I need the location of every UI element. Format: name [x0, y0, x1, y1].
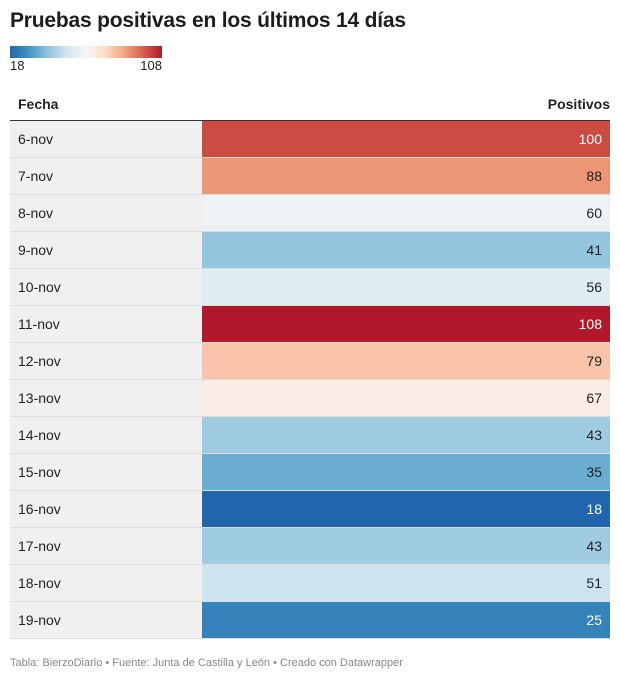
table-row: 16-nov 18	[10, 491, 610, 528]
source-footer: Tabla: BierzoDiario • Fuente: Junta de C…	[10, 657, 403, 669]
positivos-cell: 108	[202, 306, 610, 342]
date-cell: 19-nov	[10, 602, 202, 638]
date-cell: 15-nov	[10, 454, 202, 490]
positivos-cell: 18	[202, 491, 610, 527]
positivos-cell: 100	[202, 121, 610, 157]
date-cell: 14-nov	[10, 417, 202, 453]
positivos-cell: 56	[202, 269, 610, 305]
positivos-cell: 88	[202, 158, 610, 194]
date-cell: 17-nov	[10, 528, 202, 564]
table-row: 15-nov 35	[10, 454, 610, 491]
color-legend: 18 108	[10, 46, 162, 73]
legend-labels: 18 108	[10, 59, 162, 73]
table-row: 19-nov 25	[10, 602, 610, 639]
table-body: 6-nov 100 7-nov 88 8-nov 60 9-nov 41 10-nov 56 11-…	[10, 121, 610, 639]
data-table: Fecha Positivos 6-nov 100 7-nov 88 8-nov 60 9-…	[10, 87, 610, 639]
column-header-positivos[interactable]: Positivos	[547, 95, 610, 112]
date-cell: 13-nov	[10, 380, 202, 416]
legend-gradient-bar	[10, 46, 162, 58]
date-cell: 7-nov	[10, 158, 202, 194]
positivos-cell: 25	[202, 602, 610, 638]
positivos-cell: 60	[202, 195, 610, 231]
table-header: Fecha Positivos	[10, 87, 610, 121]
positivos-cell: 43	[202, 417, 610, 453]
table-row: 10-nov 56	[10, 269, 610, 306]
column-header-fecha[interactable]: Fecha	[18, 95, 59, 112]
table-row: 9-nov 41	[10, 232, 610, 269]
date-cell: 10-nov	[10, 269, 202, 305]
legend-min-label: 18	[10, 58, 25, 73]
date-cell: 16-nov	[10, 491, 202, 527]
table-row: 18-nov 51	[10, 565, 610, 602]
positivos-cell: 35	[202, 454, 610, 490]
positivos-cell: 79	[202, 343, 610, 379]
date-cell: 11-nov	[10, 306, 202, 342]
date-cell: 12-nov	[10, 343, 202, 379]
table-row: 14-nov 43	[10, 417, 610, 454]
table-row: 8-nov 60	[10, 195, 610, 232]
chart-title: Pruebas positivas en los últimos 14 días	[10, 9, 406, 32]
table-row: 13-nov 67	[10, 380, 610, 417]
date-cell: 6-nov	[10, 121, 202, 157]
positivos-cell: 43	[202, 528, 610, 564]
positivos-cell: 67	[202, 380, 610, 416]
table-row: 12-nov 79	[10, 343, 610, 380]
positivos-cell: 41	[202, 232, 610, 268]
table-row: 6-nov 100	[10, 121, 610, 158]
date-cell: 18-nov	[10, 565, 202, 601]
legend-max-label: 108	[140, 58, 162, 73]
table-row: 11-nov 108	[10, 306, 610, 343]
table-row: 17-nov 43	[10, 528, 610, 565]
date-cell: 8-nov	[10, 195, 202, 231]
date-cell: 9-nov	[10, 232, 202, 268]
positivos-cell: 51	[202, 565, 610, 601]
table-row: 7-nov 88	[10, 158, 610, 195]
